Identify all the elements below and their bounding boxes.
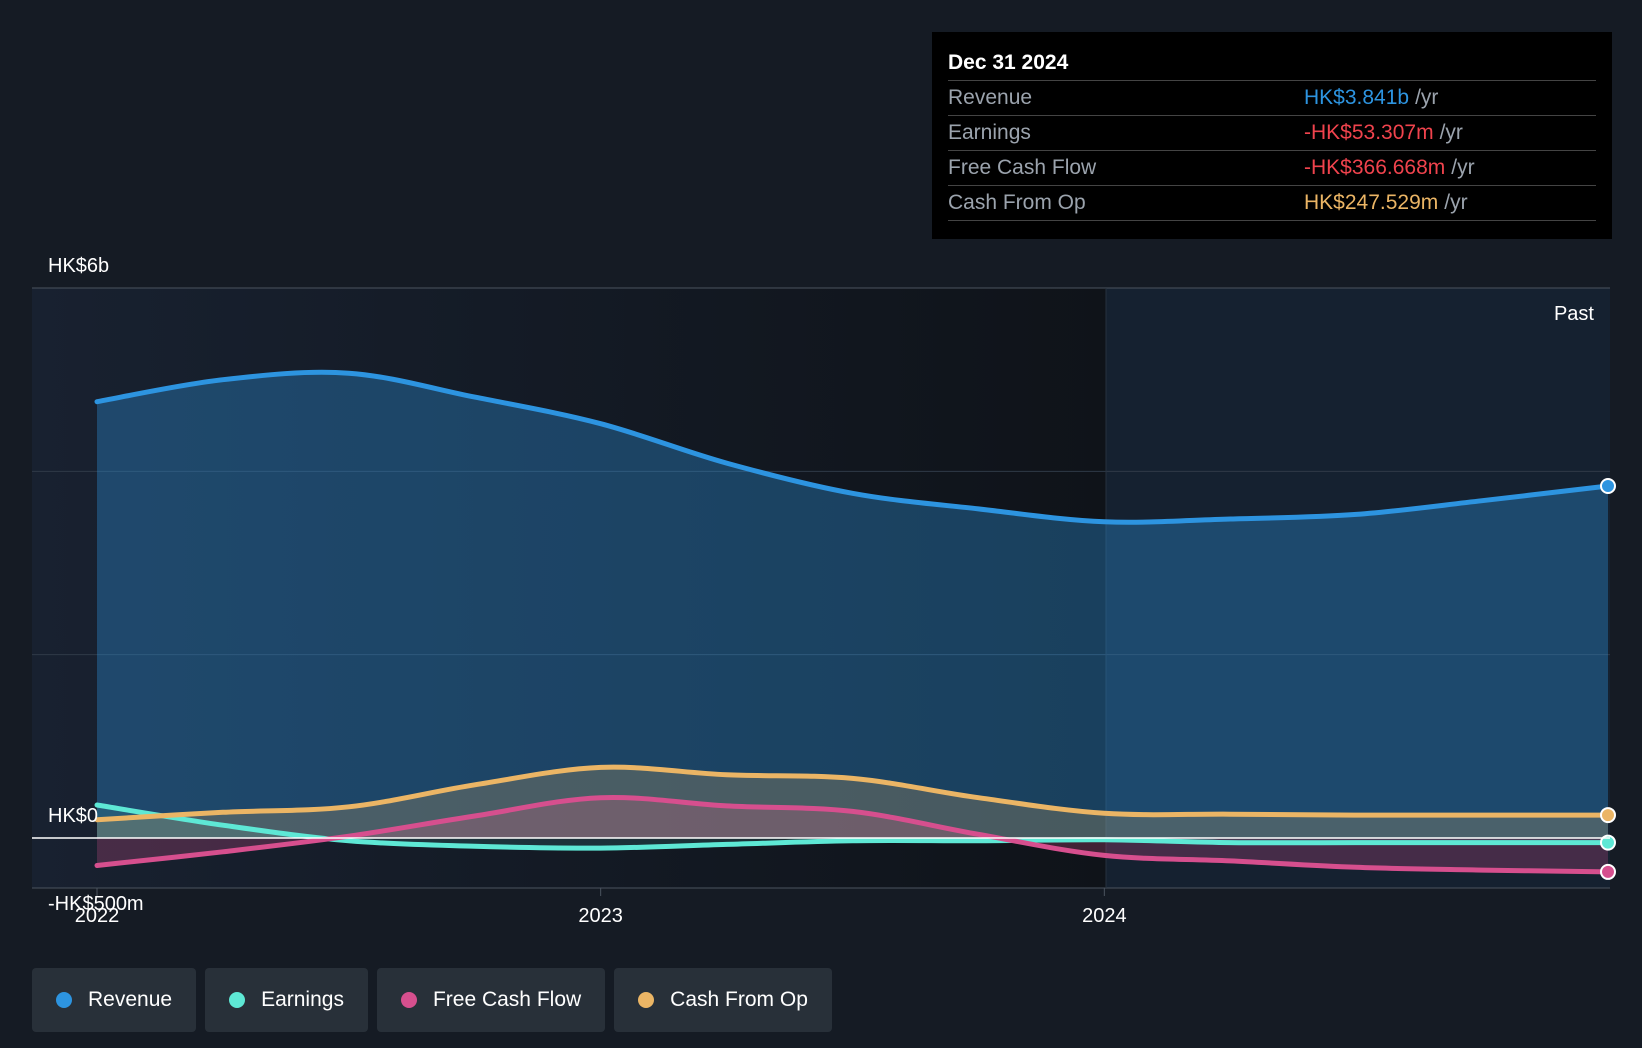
tooltip-row: Revenue HK$3.841b/yr [948,81,1596,116]
cash-from-op-line [94,764,1611,823]
legend-label: Cash From Op [670,988,808,1011]
tooltip-row-name: Earnings [948,121,1031,144]
earnings-end-marker [1600,834,1616,851]
past-label: Past [1554,303,1594,325]
legend-item-free-cash-flow[interactable]: Free Cash Flow [376,968,606,1032]
revenue-area [97,372,1608,838]
past-region [1106,288,1610,888]
y-tick-label: -HK$500m [48,893,144,915]
legend-item-revenue[interactable]: Revenue [32,968,197,1032]
tooltip-row: Cash From Op HK$247.529m/yr [948,186,1596,221]
cash-from-op-end-marker [1600,807,1616,824]
revenue-end-marker [1600,478,1616,494]
x-tick-label: 2022 [75,905,120,927]
free-cash-flow-line [94,794,1611,875]
y-tick-label: HK$6b [48,255,109,277]
tooltip-row-unit: /yr [1444,191,1468,214]
tooltip-row-name: Free Cash Flow [948,156,1097,179]
free-cash-flow-end-marker [1600,863,1616,880]
tooltip-row: Free Cash Flow -HK$366.668m/yr [948,151,1596,186]
revenue-line [94,369,1611,525]
y-tick-label: HK$0 [48,805,98,827]
tooltip-row-value: -HK$53.307m [1304,121,1434,144]
legend: Revenue Earnings Free Cash Flow Cash From O… [32,968,832,1032]
chart-svg: Past 2022 2023 2024 HK$6b HK$0 -HK$500m [32,255,1616,927]
legend-label: Free Cash Flow [432,988,582,1011]
legend-label: Revenue [88,988,173,1011]
tooltip-row-name: Revenue [948,86,1033,109]
tooltip-row-unit: /yr [1415,86,1439,109]
tooltip-row-value: HK$247.529m [1304,191,1439,214]
x-tick-label: 2023 [578,905,623,927]
legend-dot-icon [638,992,655,1008]
legend-dot-icon [56,992,72,1008]
legend-item-earnings[interactable]: Earnings [205,968,368,1032]
earnings-line [94,802,1611,851]
tooltip-date: Dec 31 2024 [948,46,1596,81]
legend-dot-icon [400,992,417,1008]
tooltip-row-name: Cash From Op [948,191,1086,214]
legend-item-cash-from-op[interactable]: Cash From Op [614,968,832,1032]
tooltip-row-value: HK$3.841b [1304,86,1410,109]
tooltip-row-unit: /yr [1451,156,1475,179]
x-tick-label: 2024 [1082,905,1127,927]
tooltip-row-value: -HK$366.668m [1304,156,1446,179]
legend-label: Earnings [261,988,344,1011]
tooltip-row-unit: /yr [1439,121,1463,144]
legend-dot-icon [229,992,246,1008]
tooltip-row: Earnings -HK$53.307m/yr [948,116,1596,151]
tooltip: Dec 31 2024 Revenue HK$3.841b/yr Earnings -… [932,32,1612,239]
